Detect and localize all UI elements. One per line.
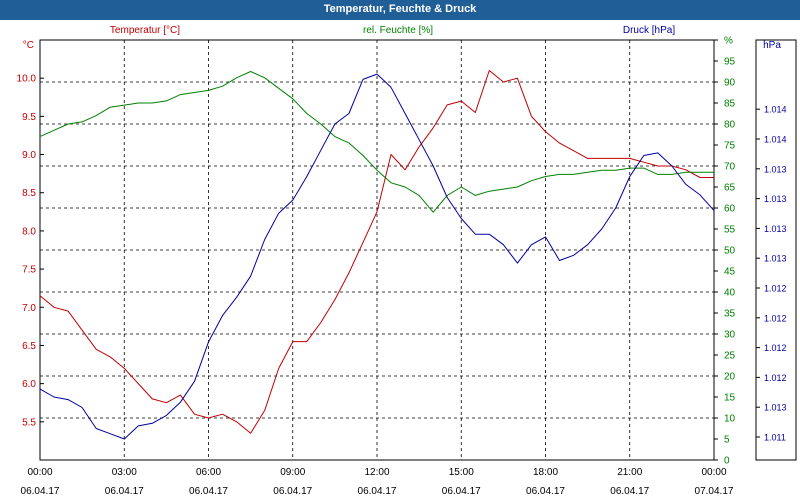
y-right-tick-label: 70 [724, 162, 736, 173]
x-tick-time: 06:00 [196, 467, 221, 478]
y-right-tick-label: 75 [724, 141, 736, 152]
y-left-tick-label: 5.5 [22, 417, 36, 428]
x-tick-date: 06.04.17 [105, 486, 144, 497]
y-right-tick-label: 90 [724, 78, 736, 89]
x-tick-time: 00:00 [27, 467, 52, 478]
y-right-tick-label: 50 [724, 246, 736, 257]
x-tick-date: 06.04.17 [610, 486, 649, 497]
y-far-right-tick-label: 1.014 [764, 105, 787, 115]
x-axis: 00:00 06.04.17 03:00 06.04.17 06:00 06.04.17 0… [21, 467, 734, 497]
y-left-tick-label: 10.0 [17, 74, 37, 85]
grid [40, 40, 714, 460]
legend-humidity: rel. Feuchte [%] [363, 25, 433, 36]
humidity-line [39, 71, 714, 213]
x-tick-time: 21:00 [617, 467, 642, 478]
y-right-tick-label: 65 [724, 183, 736, 194]
y-left-tick-label: 9.0 [22, 150, 36, 161]
x-tick-time: 00:00 [701, 467, 726, 478]
pressure-axis-panel [755, 39, 797, 461]
y-left-unit: °C [23, 40, 34, 51]
y-far-right-tick-label: 1.011 [764, 433, 786, 443]
y-left-tick-label: 6.5 [22, 341, 36, 352]
y-right-tick-label: 10 [724, 414, 736, 425]
y-right-tick-label: 20 [724, 372, 736, 383]
legend-temperature: Temperatur [°C] [110, 25, 180, 36]
series-lines [39, 70, 715, 440]
y-left-tick-label: 9.5 [22, 112, 36, 123]
x-tick-time: 09:00 [280, 467, 305, 478]
y-far-right-tick-label: 1.012 [764, 373, 787, 383]
y-far-right-tick-label: 1.013 [764, 164, 787, 174]
x-tick-date: 06.04.17 [442, 486, 481, 497]
y-far-right-unit: hPa [763, 40, 781, 51]
y-right-tick-label: 55 [724, 225, 736, 236]
y-right-tick-label: 25 [724, 351, 736, 362]
y-right-tick-label: 5 [724, 435, 730, 446]
x-tick-time: 03:00 [112, 467, 137, 478]
temperature-line [39, 70, 714, 434]
y-right-tick-label: 30 [724, 330, 736, 341]
x-tick-time: 12:00 [364, 467, 389, 478]
x-tick-date: 06.04.17 [273, 486, 312, 497]
y-left-tick-label: 7.0 [22, 303, 36, 314]
y-right-tick-label: 40 [724, 288, 736, 299]
y-right-tick-label: 45 [724, 267, 736, 278]
pressure-line [39, 73, 715, 440]
y-far-right-tick-label: 1.012 [764, 313, 787, 323]
y-left-tick-label: 8.5 [22, 188, 36, 199]
y-far-right-axis: 1.011 1.013 1.012 1.012 1.012 1.012 1.013 1.013… [756, 105, 787, 443]
x-tick-date: 06.04.17 [526, 486, 565, 497]
x-tick-date: 07.04.17 [695, 486, 734, 497]
y-far-right-tick-label: 1.013 [764, 403, 787, 413]
y-far-right-tick-label: 1.013 [764, 224, 787, 234]
y-left-axis: 5.5 6.0 6.5 7.0 7.5 8.0 8.5 9.0 9.5 10.0 [17, 74, 44, 428]
x-tick-date: 06.04.17 [358, 486, 397, 497]
x-tick-time: 18:00 [533, 467, 558, 478]
y-far-right-tick-label: 1.013 [764, 194, 787, 204]
y-right-tick-label: 95 [724, 57, 736, 68]
y-right-tick-label: 15 [724, 393, 736, 404]
y-right-tick-label: % [724, 36, 733, 47]
chart-area: °C hPa Temperatur [°C] rel. Feuchte [%] … [17, 25, 797, 497]
y-left-tick-label: 7.5 [22, 265, 36, 276]
y-right-tick-label: 60 [724, 204, 736, 215]
y-right-tick-label: 85 [724, 99, 736, 110]
y-far-right-tick-label: 1.012 [764, 284, 787, 294]
y-right-tick-label: 80 [724, 120, 736, 131]
y-far-right-tick-label: 1.013 [764, 254, 787, 264]
y-right-axis: 0 5 10 15 20 25 30 35 40 45 50 55 60 65 70 75 80 85 90 95% [714, 36, 736, 467]
x-tick-date: 06.04.17 [189, 486, 228, 497]
y-left-tick-label: 8.0 [22, 226, 36, 237]
y-left-tick-label: 6.0 [22, 379, 36, 390]
window-title: Temperatur, Feuchte & Druck [0, 0, 800, 20]
y-far-right-tick-label: 1.012 [764, 343, 787, 353]
x-tick-date: 06.04.17 [21, 486, 60, 497]
y-right-tick-label: 0 [724, 456, 730, 467]
y-right-tick-label: 35 [724, 309, 736, 320]
legend-pressure: Druck [hPa] [623, 25, 675, 36]
y-far-right-tick-label: 1.014 [764, 135, 787, 145]
x-tick-time: 15:00 [449, 467, 474, 478]
